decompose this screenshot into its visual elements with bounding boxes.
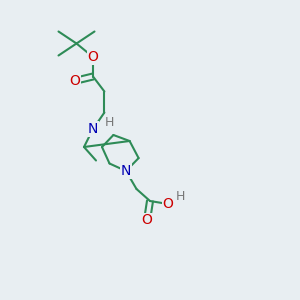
Text: H: H [175,190,185,203]
Text: O: O [142,214,152,227]
Text: O: O [88,50,98,64]
Text: N: N [88,122,98,136]
Text: N: N [121,164,131,178]
Text: O: O [69,74,80,88]
Text: H: H [105,116,114,130]
Text: O: O [163,197,173,211]
